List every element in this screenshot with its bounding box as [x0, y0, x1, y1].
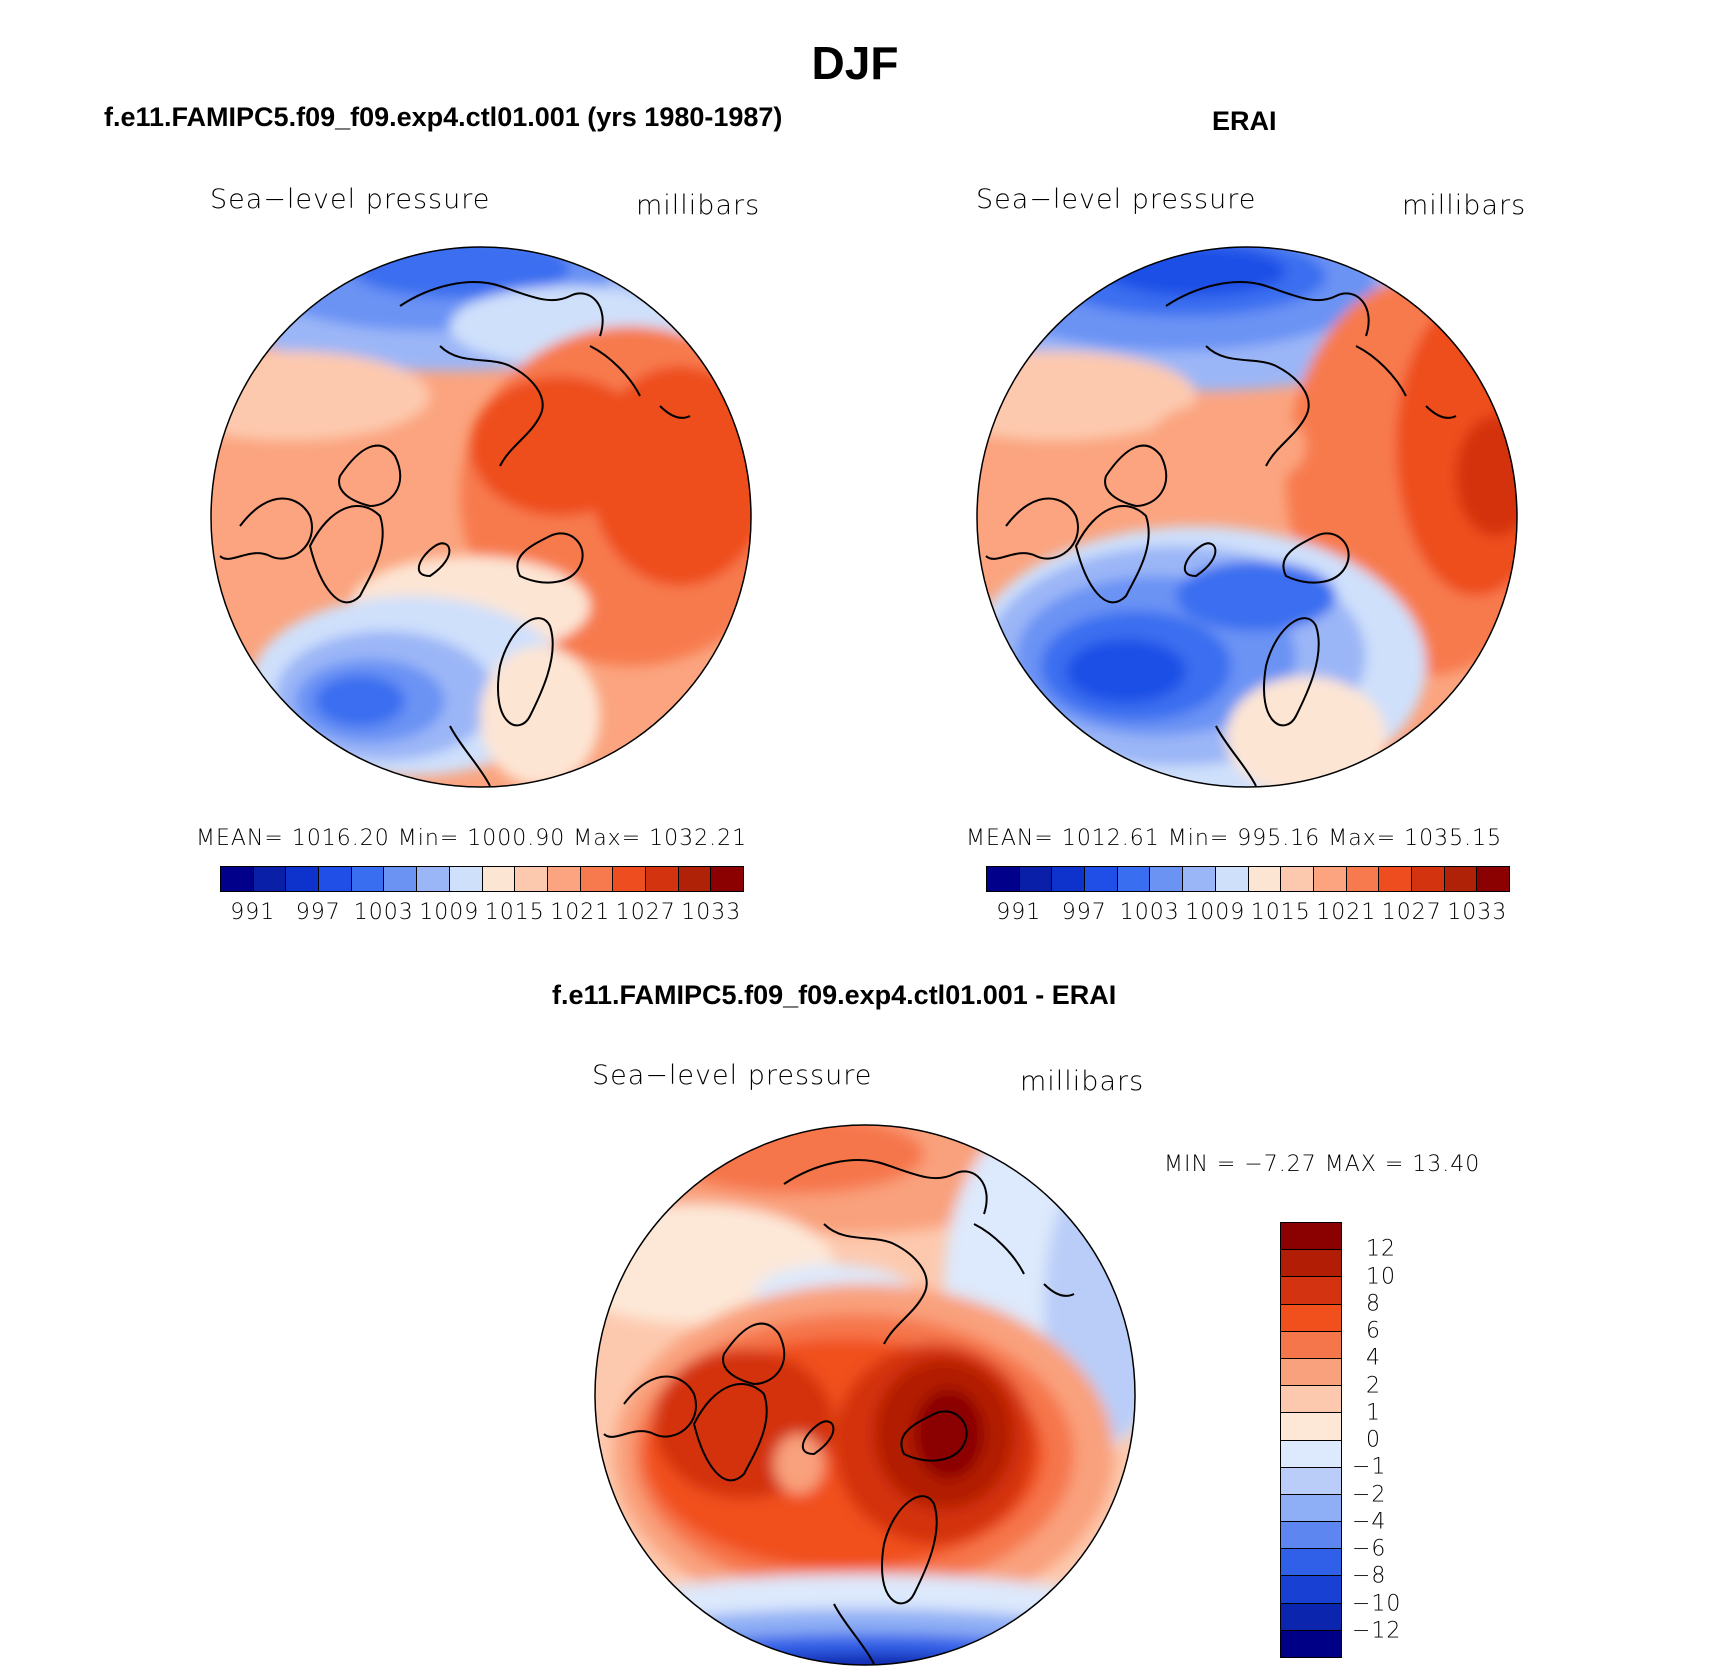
colorbar-swatch — [351, 867, 385, 891]
colorbar-swatch — [1411, 867, 1445, 891]
colorbar-swatch — [1019, 867, 1053, 891]
colorbar-swatch — [1281, 867, 1314, 891]
colorbar-tick-label: 1009 — [1185, 900, 1246, 925]
colorbar-tick-label: 1 — [1366, 1400, 1381, 1426]
colorbar-swatch — [1085, 867, 1118, 891]
colorbar-tick-label: 997 — [1061, 900, 1107, 925]
colorbar-swatch — [319, 867, 352, 891]
colorbar-tick-label: 991 — [230, 900, 276, 925]
colorbar-swatch — [1444, 867, 1478, 891]
colorbar-tick-label: 1003 — [353, 900, 414, 925]
colorbar-swatch — [1477, 867, 1509, 891]
colorbar-swatch — [1281, 1223, 1341, 1251]
colorbar-swatch — [286, 867, 320, 891]
colorbar-swatch — [1183, 867, 1216, 891]
panel1-colorbar — [220, 866, 744, 892]
colorbar-swatch — [1281, 1549, 1341, 1577]
colorbar-swatch — [253, 867, 287, 891]
panel3-units-label: millibars — [1020, 1066, 1145, 1097]
colorbar-swatch — [1346, 867, 1380, 891]
colorbar-swatch — [1248, 867, 1282, 891]
colorbar-swatch — [1117, 867, 1151, 891]
colorbar-tick-label: 1027 — [1381, 900, 1442, 925]
panel2-stats: MEAN= 1012.61 Min= 995.16 Max= 1035.15 — [966, 826, 1503, 851]
colorbar-swatch — [1281, 1386, 1341, 1414]
colorbar-tick-label: 8 — [1366, 1291, 1381, 1317]
panel1-title: f.e11.FAMIPC5.f09_f09.exp4.ctl01.001 (yr… — [104, 102, 783, 132]
panel2-colorbar — [986, 866, 1510, 892]
colorbar-tick-label: 2 — [1366, 1373, 1381, 1398]
colorbar-swatch — [1281, 1522, 1341, 1550]
colorbar-tick-label: 1033 — [1447, 900, 1508, 925]
colorbar-tick-label: 12 — [1366, 1236, 1396, 1262]
colorbar-swatch — [1281, 1413, 1341, 1441]
panel1-polar-map — [210, 246, 752, 788]
colorbar-tick-label: 997 — [295, 900, 341, 925]
colorbar-tick-label: −12 — [1352, 1618, 1402, 1644]
colorbar-tick-label: 0 — [1366, 1427, 1381, 1453]
colorbar-tick-label: −10 — [1352, 1591, 1402, 1616]
panel2-polar-map — [976, 246, 1518, 788]
colorbar-swatch — [1052, 867, 1086, 891]
colorbar-swatch — [1313, 867, 1347, 891]
panel1-variable-label: Sea−level pressure — [210, 184, 491, 215]
colorbar-tick-label: −1 — [1352, 1454, 1387, 1480]
colorbar-swatch — [1215, 867, 1249, 891]
colorbar-swatch — [580, 867, 614, 891]
panel2-units-label: millibars — [1402, 190, 1527, 221]
colorbar-swatch — [1281, 1304, 1341, 1332]
colorbar-tick-label: −4 — [1352, 1509, 1387, 1535]
colorbar-tick-label: 1015 — [1250, 900, 1311, 925]
colorbar-swatch — [1281, 1576, 1341, 1604]
colorbar-swatch — [987, 867, 1020, 891]
colorbar-swatch — [1281, 1630, 1341, 1657]
colorbar-swatch — [1281, 1467, 1341, 1495]
colorbar-tick-label: 1033 — [681, 900, 742, 925]
colorbar-tick-label: 1015 — [484, 900, 545, 925]
colorbar-swatch — [449, 867, 483, 891]
colorbar-tick-label: 6 — [1366, 1318, 1381, 1344]
colorbar-tick-label: 1021 — [1316, 900, 1377, 925]
colorbar-swatch — [1281, 1331, 1341, 1359]
colorbar-tick-label: 1021 — [550, 900, 611, 925]
colorbar-tick-label: 991 — [996, 900, 1042, 925]
colorbar-swatch — [482, 867, 516, 891]
colorbar-tick-label: 1003 — [1119, 900, 1180, 925]
colorbar-tick-label: −8 — [1352, 1563, 1387, 1589]
colorbar-swatch — [384, 867, 418, 891]
colorbar-swatch — [1281, 1358, 1341, 1387]
colorbar-swatch — [711, 867, 743, 891]
colorbar-tick-label: 10 — [1366, 1264, 1396, 1289]
panel3-polar-map — [594, 1124, 1136, 1666]
panel2-title: ERAI — [1212, 106, 1277, 136]
panel3-title: f.e11.FAMIPC5.f09_f09.exp4.ctl01.001 - E… — [552, 980, 1117, 1010]
panel3-stats: MIN = −7.27 MAX = 13.40 — [1164, 1152, 1481, 1177]
colorbar-swatch — [1281, 1494, 1341, 1523]
colorbar-swatch — [515, 867, 548, 891]
panel2-variable-label: Sea−level pressure — [976, 184, 1257, 215]
colorbar-swatch — [1281, 1440, 1341, 1468]
colorbar-swatch — [1150, 867, 1184, 891]
colorbar-swatch — [221, 867, 254, 891]
colorbar-swatch — [678, 867, 712, 891]
colorbar-swatch — [547, 867, 581, 891]
panel3-variable-label: Sea−level pressure — [592, 1060, 873, 1091]
colorbar-tick-label: 4 — [1366, 1345, 1381, 1371]
colorbar-tick-label: 1027 — [615, 900, 676, 925]
colorbar-swatch — [417, 867, 450, 891]
figure-title: DJF — [811, 37, 899, 89]
colorbar-swatch — [1281, 1277, 1341, 1305]
panel1-stats: MEAN= 1016.20 Min= 1000.90 Max= 1032.21 — [196, 826, 748, 851]
panel1-units-label: millibars — [636, 190, 761, 221]
colorbar-swatch — [1379, 867, 1412, 891]
colorbar-tick-label: −6 — [1352, 1536, 1387, 1562]
colorbar-swatch — [1281, 1250, 1341, 1278]
panel3-colorbar — [1280, 1222, 1342, 1658]
colorbar-tick-label: 1009 — [419, 900, 480, 925]
colorbar-swatch — [1281, 1603, 1341, 1631]
colorbar-tick-label: −2 — [1352, 1482, 1387, 1507]
colorbar-swatch — [645, 867, 679, 891]
colorbar-swatch — [613, 867, 646, 891]
